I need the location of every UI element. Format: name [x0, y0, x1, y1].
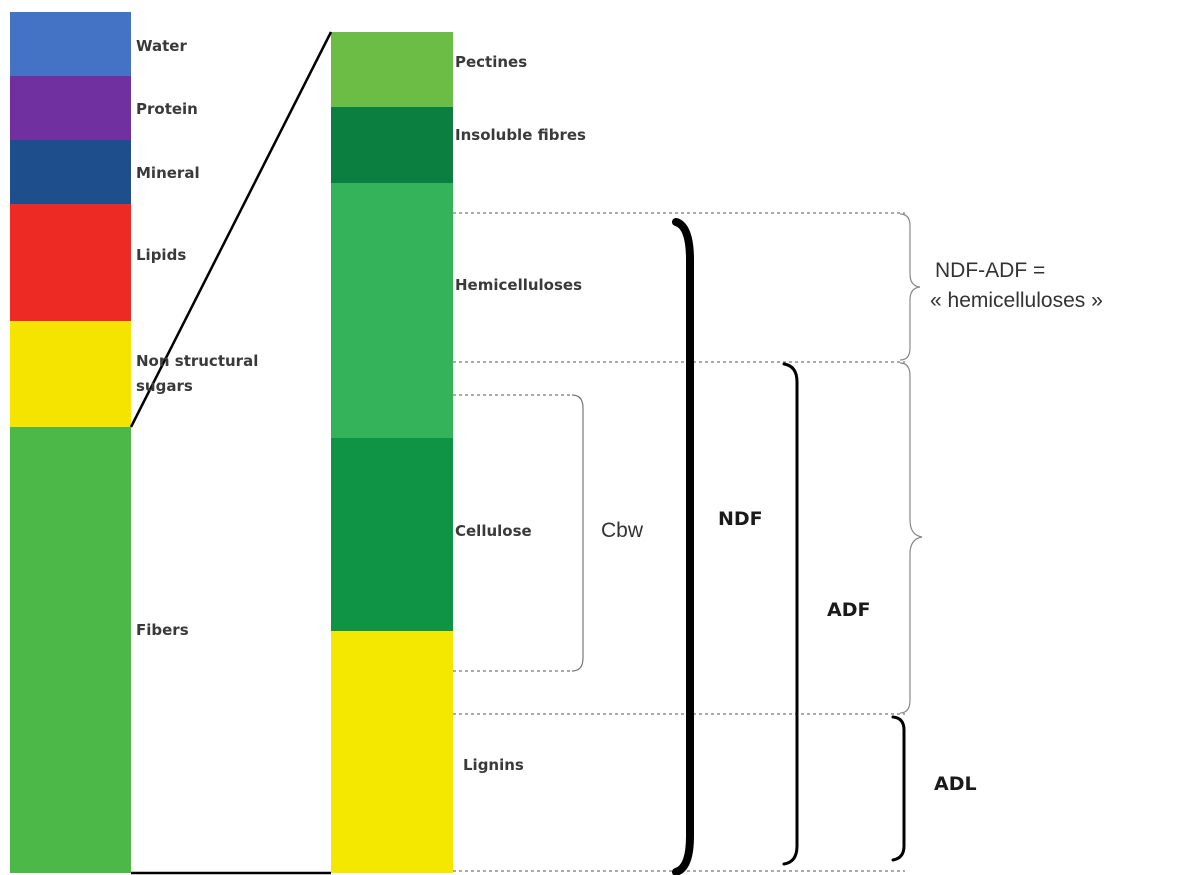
label-cellulose: Cellulose: [455, 522, 532, 540]
segment-lignins: [331, 631, 453, 873]
hemicelluloses-curly-brace: [899, 213, 921, 361]
label-non-structural-line1: Non structural: [136, 352, 258, 370]
segment-hemicelluloses: [331, 183, 453, 438]
label-adl: ADL: [934, 773, 977, 795]
label-lipids: Lipids: [136, 246, 186, 264]
segment-protein: [10, 76, 131, 140]
segment-water: [10, 12, 131, 76]
cbw-bracket: [571, 394, 584, 672]
label-protein: Protein: [136, 100, 198, 118]
label-non-structural-line2: sugars: [136, 377, 193, 395]
label-adf: ADF: [827, 599, 870, 621]
fibers-detail-column: [331, 32, 453, 873]
adf-bracket: [782, 362, 799, 866]
label-hemicelluloses: Hemicelluloses: [455, 276, 582, 294]
label-ndf: NDF: [718, 508, 763, 530]
segment-lipids: [10, 204, 131, 321]
adl-bracket: [891, 715, 906, 862]
composition-column: [10, 12, 131, 873]
segment-pectines: [331, 32, 453, 107]
label-insoluble-fibres: Insoluble fibres: [455, 126, 586, 144]
zoom-connector-top: [129, 31, 333, 428]
segment-fibers: [10, 427, 131, 873]
label-pectines: Pectines: [455, 53, 527, 71]
label-water: Water: [136, 37, 187, 55]
guide-lines: [453, 212, 905, 872]
segment-non-structural-sugars: [10, 321, 131, 427]
label-cbw: Cbw: [601, 519, 644, 542]
segment-cellulose: [331, 438, 453, 631]
label-lignins: Lignins: [463, 756, 524, 774]
label-ndf-adf-line1: NDF-ADF =: [935, 259, 1045, 282]
label-ndf-adf-line2: « hemicelluloses »: [930, 289, 1103, 312]
label-fibers: Fibers: [136, 621, 189, 639]
segment-insoluble-fibres: [331, 107, 453, 183]
segment-mineral: [10, 140, 131, 204]
adf-curly-brace: [899, 362, 923, 714]
ndf-bracket: [672, 218, 694, 875]
label-mineral: Mineral: [136, 164, 200, 182]
